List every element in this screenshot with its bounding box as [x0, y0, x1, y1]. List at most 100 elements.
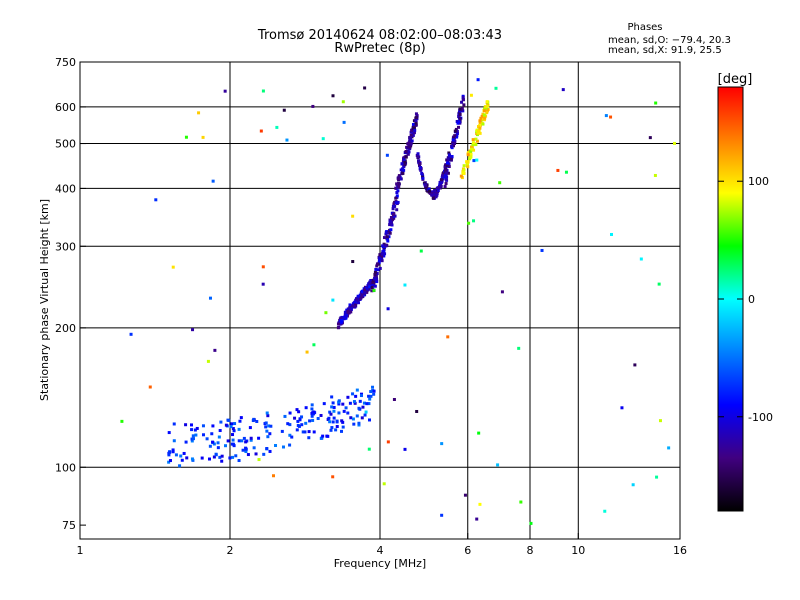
- x-tick-label: 16: [673, 544, 687, 557]
- data-point: [461, 170, 465, 174]
- data-point: [420, 171, 424, 175]
- data-point: [474, 137, 478, 141]
- data-point: [422, 181, 426, 185]
- data-point: [357, 421, 361, 425]
- data-point: [655, 475, 659, 479]
- data-point: [267, 424, 271, 428]
- data-point: [357, 406, 361, 410]
- data-point: [352, 301, 356, 305]
- data-point: [367, 447, 371, 451]
- data-point: [402, 165, 406, 169]
- data-point: [435, 193, 439, 197]
- data-point: [303, 430, 307, 434]
- data-point: [231, 455, 235, 459]
- data-point: [483, 116, 487, 120]
- data-point: [472, 219, 476, 223]
- data-point: [475, 139, 479, 143]
- data-point: [244, 450, 248, 454]
- data-point: [295, 428, 299, 432]
- data-point: [321, 434, 325, 438]
- data-point: [194, 433, 198, 437]
- data-point: [271, 474, 275, 478]
- data-point: [348, 303, 352, 307]
- data-point: [376, 268, 380, 272]
- data-point: [375, 280, 379, 284]
- data-point: [403, 283, 407, 287]
- data-point: [388, 219, 392, 223]
- y-tick-label: 75: [62, 519, 76, 532]
- data-point: [386, 239, 390, 243]
- data-point: [648, 136, 652, 140]
- data-point: [415, 115, 419, 119]
- data-point: [466, 165, 470, 169]
- data-point: [335, 425, 339, 429]
- data-point: [346, 411, 350, 415]
- data-point: [201, 135, 205, 139]
- data-point: [367, 282, 371, 286]
- data-point: [257, 436, 261, 440]
- data-point: [453, 139, 457, 143]
- y-tick-label: 500: [55, 138, 76, 151]
- data-point: [148, 385, 152, 389]
- data-point: [392, 216, 396, 220]
- data-point: [220, 459, 224, 463]
- data-point: [457, 120, 461, 124]
- data-point: [341, 420, 345, 424]
- data-point: [482, 113, 486, 117]
- data-point: [280, 429, 284, 433]
- x-tick-label: 8: [527, 544, 534, 557]
- data-point: [438, 180, 442, 184]
- data-point: [500, 290, 504, 294]
- data-point: [233, 422, 237, 426]
- data-point: [355, 297, 359, 301]
- data-point: [246, 453, 250, 457]
- data-point: [319, 413, 323, 417]
- phases-stats-o: mean, sd,O: −79.4, 20.3: [608, 35, 731, 46]
- colorbar-tick-label: 100: [748, 175, 769, 188]
- data-point: [478, 119, 482, 123]
- data-point: [460, 108, 464, 112]
- data-point: [324, 311, 328, 315]
- y-tick-label: 600: [55, 101, 76, 114]
- data-point: [472, 159, 476, 163]
- data-point: [201, 433, 205, 437]
- data-point: [438, 185, 442, 189]
- data-point: [372, 392, 376, 396]
- data-point: [441, 171, 445, 175]
- data-point: [453, 134, 457, 138]
- data-point: [182, 451, 186, 455]
- data-point: [417, 159, 421, 163]
- data-point: [564, 170, 568, 174]
- data-point: [394, 196, 398, 200]
- data-point: [337, 399, 341, 403]
- data-point: [411, 133, 415, 137]
- data-point: [556, 168, 560, 172]
- data-point: [390, 218, 394, 222]
- data-point: [283, 414, 287, 418]
- data-point: [425, 183, 429, 187]
- data-point: [433, 189, 437, 193]
- data-point: [261, 282, 265, 286]
- data-point: [241, 448, 245, 452]
- data-point: [342, 120, 346, 124]
- data-point: [344, 314, 348, 318]
- data-point: [610, 232, 614, 236]
- data-point: [329, 428, 333, 432]
- data-point: [434, 195, 438, 199]
- data-point: [238, 419, 242, 423]
- data-point: [368, 280, 372, 284]
- data-point: [356, 294, 360, 298]
- data-point: [408, 137, 412, 141]
- data-point: [351, 214, 355, 218]
- data-point: [352, 304, 356, 308]
- data-point: [440, 442, 444, 446]
- data-point: [485, 104, 489, 108]
- data-point: [216, 441, 220, 445]
- data-point: [363, 288, 367, 292]
- data-point: [310, 403, 314, 407]
- data-point: [462, 103, 466, 107]
- x-tick-label: 4: [377, 544, 384, 557]
- data-point: [385, 235, 389, 239]
- data-point: [218, 429, 222, 433]
- data-point: [392, 215, 396, 219]
